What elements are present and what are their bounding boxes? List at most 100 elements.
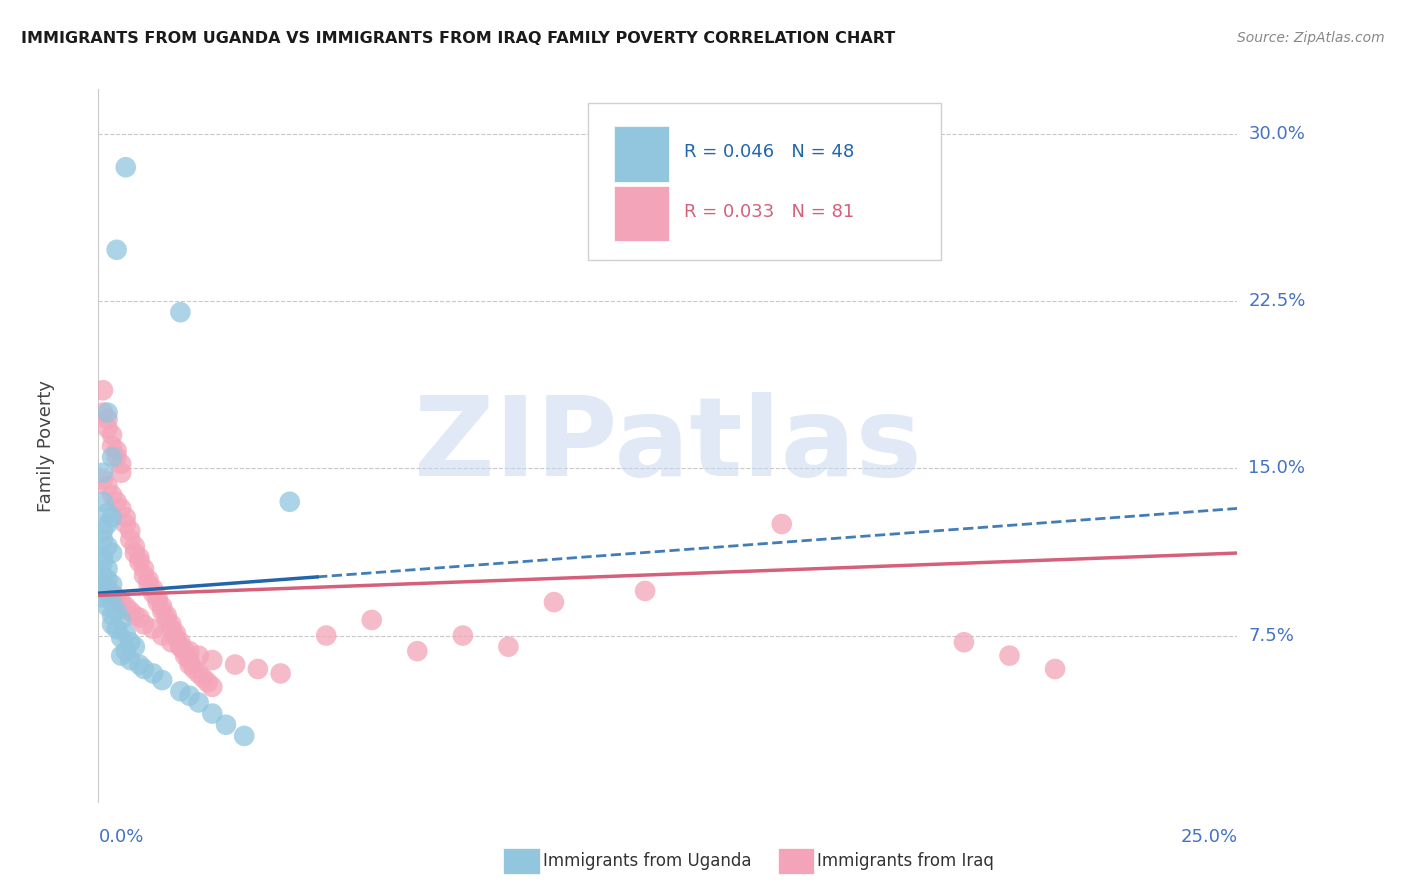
Point <box>120 653 142 667</box>
Text: 7.5%: 7.5% <box>1249 626 1295 645</box>
Point <box>187 666 209 681</box>
Point <box>91 582 114 596</box>
Point <box>114 626 136 640</box>
Point <box>110 613 132 627</box>
Point <box>114 516 136 531</box>
Point <box>224 657 246 672</box>
Point <box>96 539 118 553</box>
Point <box>498 640 520 654</box>
Point <box>96 506 118 520</box>
Point <box>96 599 118 614</box>
Text: R = 0.033   N = 81: R = 0.033 N = 81 <box>683 203 853 221</box>
Point <box>124 640 146 654</box>
Point <box>150 673 173 687</box>
Text: IMMIGRANTS FROM UGANDA VS IMMIGRANTS FROM IRAQ FAMILY POVERTY CORRELATION CHART: IMMIGRANTS FROM UGANDA VS IMMIGRANTS FRO… <box>21 31 896 46</box>
Point <box>160 622 183 636</box>
Point <box>233 729 256 743</box>
Point <box>169 640 191 654</box>
Point <box>179 689 201 703</box>
Point <box>169 684 191 698</box>
Point <box>105 591 128 605</box>
Point <box>96 582 118 596</box>
Text: 25.0%: 25.0% <box>1180 828 1237 846</box>
Point <box>124 608 146 623</box>
Text: 15.0%: 15.0% <box>1249 459 1305 477</box>
Point <box>120 533 142 547</box>
Point <box>169 305 191 319</box>
Point <box>179 653 201 667</box>
Point <box>160 617 183 632</box>
Point <box>146 595 169 609</box>
Point <box>156 613 179 627</box>
Point <box>169 640 191 654</box>
Point <box>91 591 114 605</box>
Point <box>150 599 173 614</box>
Point <box>124 539 146 553</box>
Point <box>360 613 382 627</box>
Point <box>101 427 124 442</box>
Point <box>105 443 128 458</box>
Point <box>128 610 150 624</box>
Point <box>110 457 132 471</box>
Point <box>110 648 132 663</box>
Point <box>110 501 132 516</box>
Point <box>201 653 224 667</box>
Point <box>156 608 179 623</box>
Point <box>174 648 197 663</box>
Point <box>91 405 114 419</box>
Point <box>110 595 132 609</box>
Point <box>150 604 173 618</box>
Point <box>953 635 976 649</box>
Point <box>138 577 160 591</box>
Point <box>101 546 124 560</box>
Point <box>114 161 136 175</box>
Point <box>91 466 114 480</box>
Point <box>193 671 215 685</box>
Point <box>142 586 165 600</box>
Point <box>146 591 169 605</box>
Text: 30.0%: 30.0% <box>1249 125 1305 143</box>
Point <box>132 562 155 576</box>
Text: Immigrants from Uganda: Immigrants from Uganda <box>543 852 751 870</box>
Point <box>183 662 205 676</box>
Point <box>120 604 142 618</box>
FancyBboxPatch shape <box>588 103 941 260</box>
FancyBboxPatch shape <box>614 127 669 182</box>
Point <box>169 635 191 649</box>
Point <box>101 617 124 632</box>
Text: 22.5%: 22.5% <box>1249 292 1306 310</box>
Point <box>96 516 118 531</box>
Point <box>187 648 209 663</box>
Point <box>201 680 224 694</box>
Point <box>120 524 142 538</box>
Point <box>105 494 128 508</box>
Point <box>165 626 187 640</box>
Text: ZIPatlas: ZIPatlas <box>413 392 922 500</box>
Point <box>105 450 128 464</box>
Point <box>278 494 301 508</box>
Point <box>91 533 114 547</box>
Point <box>142 622 165 636</box>
Point <box>105 622 128 636</box>
Point <box>96 412 118 426</box>
Text: Source: ZipAtlas.com: Source: ZipAtlas.com <box>1237 31 1385 45</box>
Text: Family Poverty: Family Poverty <box>37 380 55 512</box>
Point <box>634 583 657 598</box>
Text: R = 0.046   N = 48: R = 0.046 N = 48 <box>683 143 853 161</box>
Point <box>101 450 124 464</box>
Point <box>270 666 292 681</box>
Point <box>105 243 128 257</box>
Point <box>246 662 269 676</box>
Point <box>132 662 155 676</box>
Point <box>114 644 136 658</box>
Point <box>101 586 124 600</box>
Point <box>160 635 183 649</box>
Point <box>96 405 118 419</box>
Point <box>91 577 114 591</box>
Point <box>110 466 132 480</box>
Point <box>451 628 474 642</box>
Point <box>91 384 114 398</box>
Point <box>315 628 337 642</box>
Point <box>91 524 114 538</box>
FancyBboxPatch shape <box>614 186 669 241</box>
